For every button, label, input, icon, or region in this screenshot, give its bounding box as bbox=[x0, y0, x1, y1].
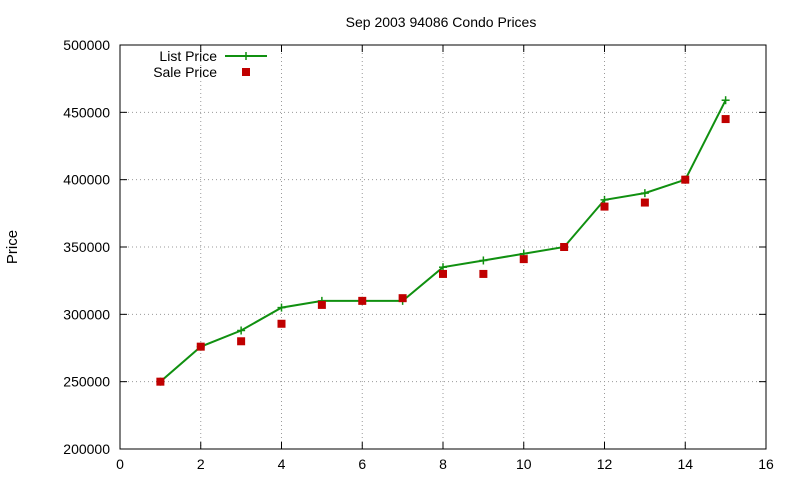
sale-price-point bbox=[439, 269, 447, 278]
sale-price-point bbox=[519, 255, 528, 264]
list-price-point bbox=[600, 195, 609, 204]
legend-label: List Price bbox=[159, 48, 217, 64]
list-price-line bbox=[159, 99, 727, 383]
axis-ticks: 0 2 4 6 8 10 12 14 16 200000 250000 300000 350000 400… bbox=[63, 37, 774, 472]
sale-price-point bbox=[237, 337, 246, 346]
y-tick-label: 450000 bbox=[63, 104, 110, 120]
y-axis-label: Price bbox=[4, 230, 21, 264]
list-price-point bbox=[277, 303, 286, 312]
grid bbox=[120, 45, 766, 449]
x-tick-label: 10 bbox=[516, 456, 532, 472]
x-tick-label: 2 bbox=[197, 456, 205, 472]
x-tick-label: 4 bbox=[278, 456, 286, 472]
list-price-point bbox=[640, 189, 649, 198]
legend-label: Sale Price bbox=[153, 64, 217, 80]
x-tick-label: 0 bbox=[116, 456, 124, 472]
y-tick-label: 200000 bbox=[63, 441, 110, 457]
list-price-point bbox=[237, 326, 246, 335]
y-tick-label: 400000 bbox=[63, 172, 110, 188]
sale-price-point bbox=[317, 300, 326, 309]
sale-price-point bbox=[721, 115, 730, 124]
chart-title: Sep 2003 94086 Condo Prices bbox=[346, 14, 537, 30]
y-tick-label: 300000 bbox=[63, 306, 110, 322]
list-price-point bbox=[479, 256, 488, 265]
y-tick-label: 350000 bbox=[63, 239, 110, 255]
sale-price-point bbox=[398, 294, 407, 303]
x-tick-label: 12 bbox=[597, 456, 613, 472]
x-tick-label: 6 bbox=[358, 456, 366, 472]
list-price-point bbox=[439, 263, 447, 272]
series-layer bbox=[156, 96, 730, 386]
sale-price-point bbox=[196, 342, 205, 351]
sale-price-point bbox=[560, 243, 569, 251]
x-tick-label: 14 bbox=[677, 456, 693, 472]
y-tick-label: 500000 bbox=[63, 37, 110, 53]
x-tick-label: 8 bbox=[439, 456, 447, 472]
y-tick-label: 250000 bbox=[63, 374, 110, 390]
sale-price-point bbox=[156, 377, 165, 386]
legend-square-marker bbox=[242, 68, 250, 76]
sale-price-point bbox=[277, 319, 286, 328]
sale-price-point bbox=[479, 269, 488, 278]
sale-price-point bbox=[358, 296, 367, 305]
x-tick-label: 16 bbox=[758, 456, 774, 472]
legend-plus-marker bbox=[242, 52, 250, 60]
sale-price-point bbox=[681, 175, 690, 184]
sale-price-point bbox=[640, 198, 649, 207]
series-sale-price bbox=[156, 115, 730, 386]
sale-price-point bbox=[600, 202, 609, 211]
list-price-point bbox=[721, 96, 730, 105]
